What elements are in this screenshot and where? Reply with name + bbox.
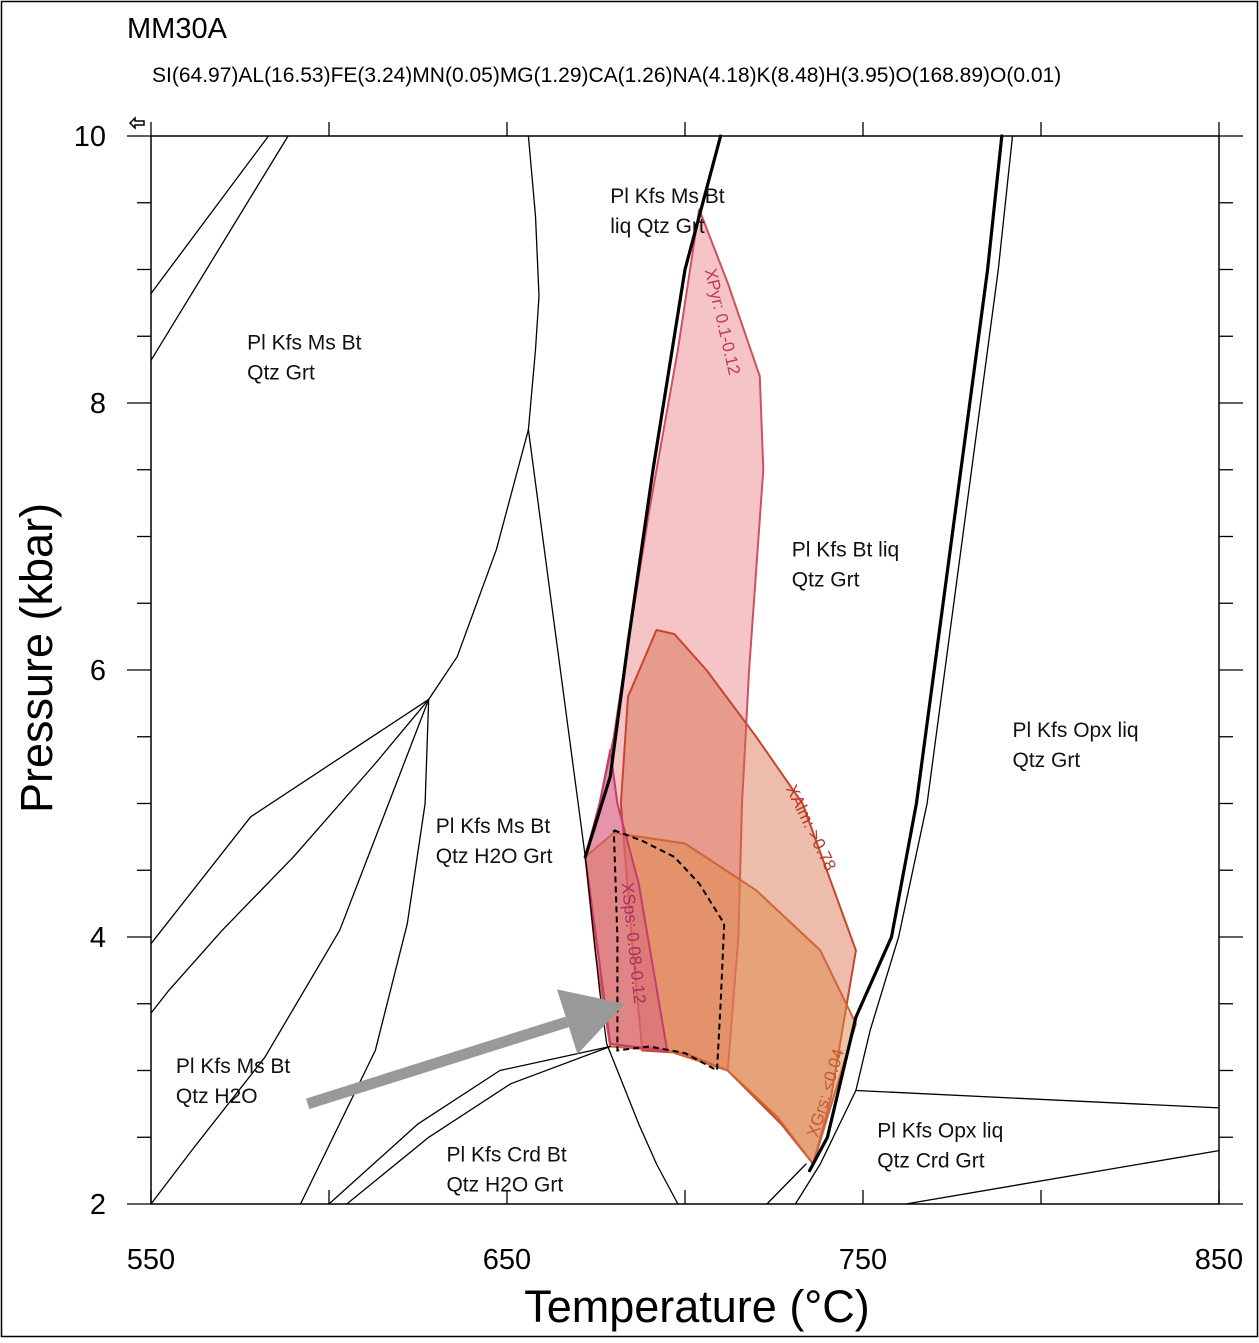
x-tick-label-3: 850: [1195, 1244, 1243, 1276]
field-label-line: Qtz H2O Grt: [436, 845, 553, 868]
phase-boundary-6: [150, 698, 430, 1205]
field-label-line: Pl Kfs Ms Bt: [247, 332, 362, 355]
phase-boundary-9: [583, 134, 723, 859]
phase-boundary-11: [794, 135, 1014, 1205]
move-cursor-icon: [128, 116, 145, 130]
phase-boundaries-layer: [150, 134, 1220, 1205]
field-label-4: Pl Kfs Ms Bt Qtz H2O Grt: [436, 815, 553, 868]
phase-boundary-14: [905, 1149, 1220, 1205]
chart-title: MM30A: [127, 13, 228, 45]
y-tick-label-3: 8: [90, 388, 106, 420]
chart-subtitle: SI(64.97)AL(16.53)FE(3.24)MN(0.05)MG(1.2…: [152, 64, 1061, 87]
field-labels-layer: Pl Kfs Ms Bt Qtz Grt Pl Kfs Ms Bt liq Qtz G…: [176, 185, 1139, 1197]
phase-boundary-12: [766, 1163, 807, 1205]
field-label-line: Pl Kfs Crd Bt: [446, 1143, 566, 1166]
x-tick-label-1: 650: [483, 1244, 531, 1276]
phase-boundary-13: [855, 1089, 1220, 1109]
field-label-line: Qtz Crd Grt: [877, 1149, 985, 1172]
phase-boundary-10: [807, 134, 1004, 1173]
y-tick-label-2: 6: [90, 655, 106, 687]
phase-boundary-4: [150, 698, 430, 945]
field-label-7: Pl Kfs Opx liq Qtz Crd Grt: [877, 1119, 1003, 1172]
x-tick-label-2: 750: [839, 1244, 887, 1276]
field-label-line: Pl Kfs Ms Bt: [436, 815, 551, 838]
field-label-line: Qtz Grt: [247, 362, 315, 385]
field-label-line: Pl Kfs Bt liq: [792, 539, 899, 562]
field-label-6: Pl Kfs Crd Bt Qtz H2O Grt: [446, 1143, 566, 1196]
x-tick-label-0: 550: [127, 1244, 175, 1276]
phase-boundary-8: [346, 1045, 611, 1205]
tick-labels-layer: 550 650 750 850 2 4 6 8 10: [74, 121, 1243, 1276]
field-label-5: Pl Kfs Ms Bt Qtz H2O: [176, 1055, 291, 1108]
field-label-1: Pl Kfs Ms Bt liq Qtz Grt: [610, 185, 725, 238]
phase-boundary-5: [299, 698, 430, 1205]
field-label-line: Pl Kfs Ms Bt: [610, 185, 725, 208]
y-tick-label-0: 2: [90, 1189, 106, 1221]
field-label-line: Qtz Grt: [1013, 749, 1081, 772]
arrow-shaft: [305, 1016, 569, 1110]
phase-boundary-0: [150, 135, 270, 295]
dashed-overlap-layer: [612, 829, 726, 1073]
field-label-line: Qtz H2O Grt: [446, 1173, 563, 1196]
phase-boundary-1: [150, 135, 289, 361]
y-tick-label-1: 4: [90, 922, 106, 954]
phase-boundary-7: [328, 1045, 611, 1205]
field-label-line: Pl Kfs Opx liq: [1013, 719, 1139, 742]
field-label-2: Pl Kfs Bt liq Qtz Grt: [792, 539, 899, 592]
x-axis-label: Temperature (°C): [524, 1281, 870, 1332]
field-label-0: Pl Kfs Ms Bt Qtz Grt: [247, 332, 362, 385]
field-label-line: Qtz H2O: [176, 1085, 258, 1108]
arrow-layer: [305, 989, 625, 1110]
arrow-head: [557, 989, 625, 1055]
axis-ticks-layer: [127, 122, 1243, 1205]
y-axis-label: Pressure (kbar): [11, 503, 62, 813]
dashed-overlap-outline: [612, 829, 726, 1073]
phase-boundary-2: [150, 135, 540, 1014]
y-tick-label-4: 10: [74, 121, 106, 153]
field-label-line: Pl Kfs Ms Bt: [176, 1055, 291, 1078]
field-label-line: Pl Kfs Opx liq: [877, 1119, 1003, 1142]
field-label-line: Qtz Grt: [792, 569, 860, 592]
field-label-3: Pl Kfs Opx liq Qtz Grt: [1013, 719, 1139, 772]
field-label-line: liq Qtz Grt: [610, 215, 705, 238]
